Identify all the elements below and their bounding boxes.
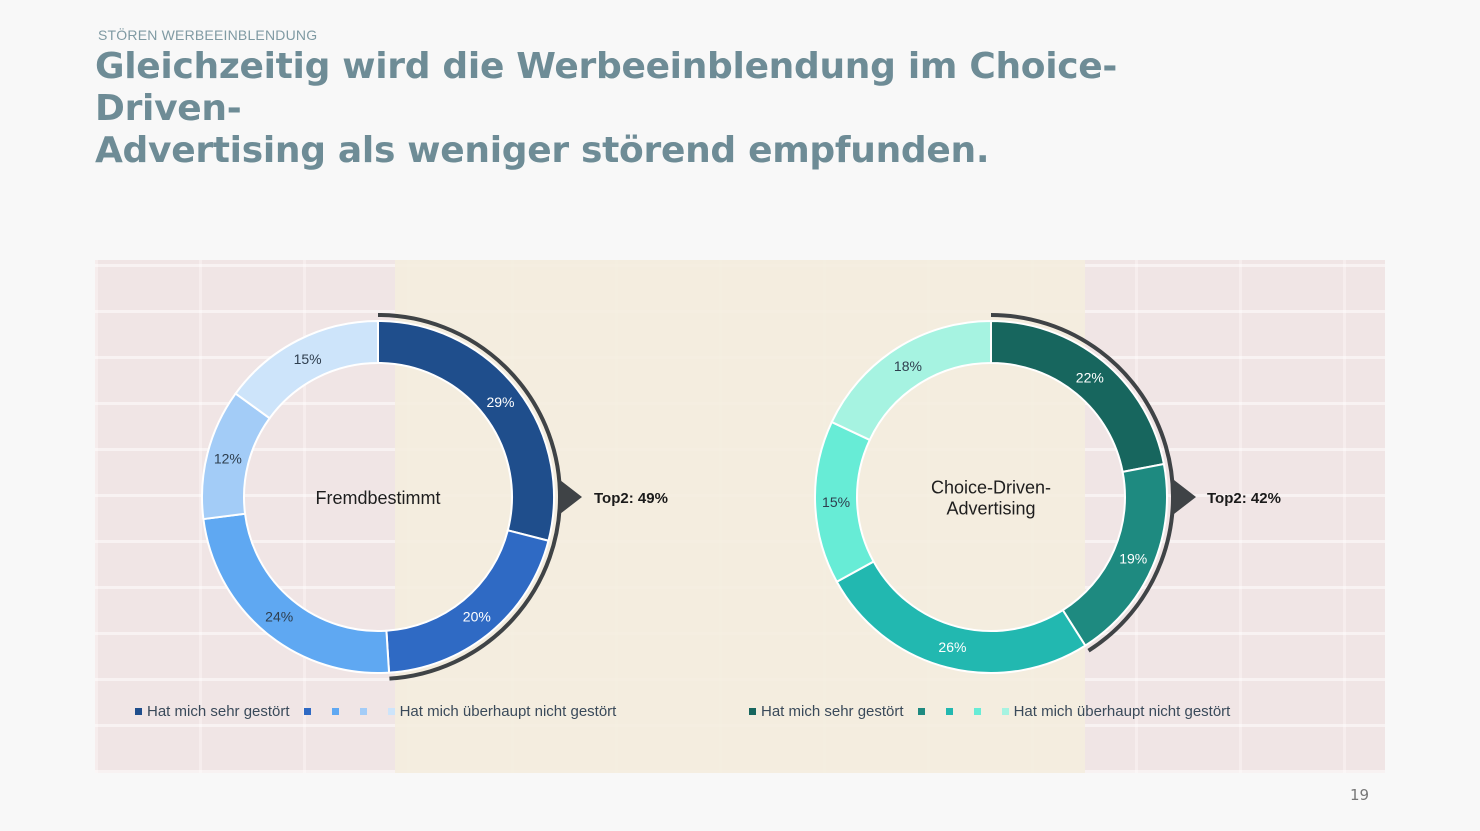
legend-item-4: [973, 708, 986, 715]
donut-2-slice-2: [1061, 462, 1168, 647]
legend-item-4: [359, 708, 372, 715]
slide-title: Gleichzeitig wird die Werbeeinblendung i…: [95, 46, 1245, 172]
donut-2-value-label-5: 18%: [894, 358, 922, 374]
legend-swatch-5: [1001, 708, 1009, 715]
donut-1-slice-5: [234, 319, 379, 420]
donut-1-center-label-1: Fremdbestimmt: [315, 488, 440, 508]
legend-item-1: Hat mich sehr gestört: [135, 703, 290, 720]
legend-item-5: Hat mich überhaupt nicht gestört: [387, 703, 617, 720]
legend-item-2: [917, 708, 930, 715]
legend-label-last: Hat mich überhaupt nicht gestört: [399, 703, 617, 720]
donut-2-top2-label: Top2: 42%: [1207, 490, 1281, 507]
legend-swatch-1: [135, 708, 142, 715]
donut-1-value-label-1: 29%: [486, 394, 514, 410]
legend-swatch-3: [945, 708, 953, 715]
section-kicker: STÖREN WERBEEINBLENDUNG: [98, 27, 318, 43]
donut-1-value-label-2: 20%: [463, 608, 491, 624]
legend-item-2: [303, 708, 316, 715]
donut-2-top2-arrow: [1174, 480, 1196, 514]
donut-1-slice-2: [385, 529, 550, 674]
slide-title-line-1: Gleichzeitig wird die Werbeeinblendung i…: [95, 46, 1118, 129]
legend-label-first: Hat mich sehr gestört: [147, 703, 290, 720]
donut-2-value-label-2: 19%: [1119, 551, 1147, 567]
donut-1-value-label-3: 24%: [265, 608, 293, 624]
page-number: 19: [1350, 786, 1370, 804]
donut-1-slice-3: [202, 512, 391, 674]
legend-item-3: [331, 708, 344, 715]
legend-item-3: [945, 708, 958, 715]
donut-2-slice-3: [835, 560, 1087, 674]
legend-swatch-3: [331, 708, 339, 715]
donut-2-value-label-4: 15%: [822, 494, 850, 510]
legend-left: Hat mich sehr gestört Hat mich überhaupt…: [135, 703, 630, 720]
donut-1-top2-label: Top2: 49%: [594, 490, 668, 507]
legend-label-last: Hat mich überhaupt nicht gestört: [1013, 703, 1231, 720]
donut-1-value-label-5: 15%: [294, 351, 322, 367]
legend-label-first: Hat mich sehr gestört: [761, 703, 904, 720]
legend-swatch-2: [303, 708, 311, 715]
legend-swatch-5: [387, 708, 395, 715]
legend-swatch-1: [749, 708, 756, 715]
legend-item-1: Hat mich sehr gestört: [749, 703, 904, 720]
legend-swatch-2: [917, 708, 925, 715]
legend-swatch-4: [973, 708, 981, 715]
donut-2-value-label-1: 22%: [1076, 370, 1104, 386]
donut-1-top2-arrow: [560, 480, 582, 514]
legend-right: Hat mich sehr gestört Hat mich überhaupt…: [749, 703, 1244, 720]
legend-item-5: Hat mich überhaupt nicht gestört: [1001, 703, 1231, 720]
donut-2-center-label-1: Choice-Driven-: [931, 478, 1051, 498]
donut-2-value-label-3: 26%: [938, 639, 966, 655]
donut-1-top2-bracket: [377, 313, 562, 681]
donut-1-value-label-4: 12%: [214, 450, 242, 466]
legend-swatch-4: [359, 708, 367, 715]
donut-2-slice-5: [830, 319, 992, 442]
donut-2-top2-bracket: [990, 313, 1175, 653]
slide-title-line-2: Advertising als weniger störend empfunde…: [95, 130, 990, 171]
donut-2-center-label-2: Advertising: [946, 499, 1035, 519]
donut-2-slice-1: [990, 319, 1166, 474]
